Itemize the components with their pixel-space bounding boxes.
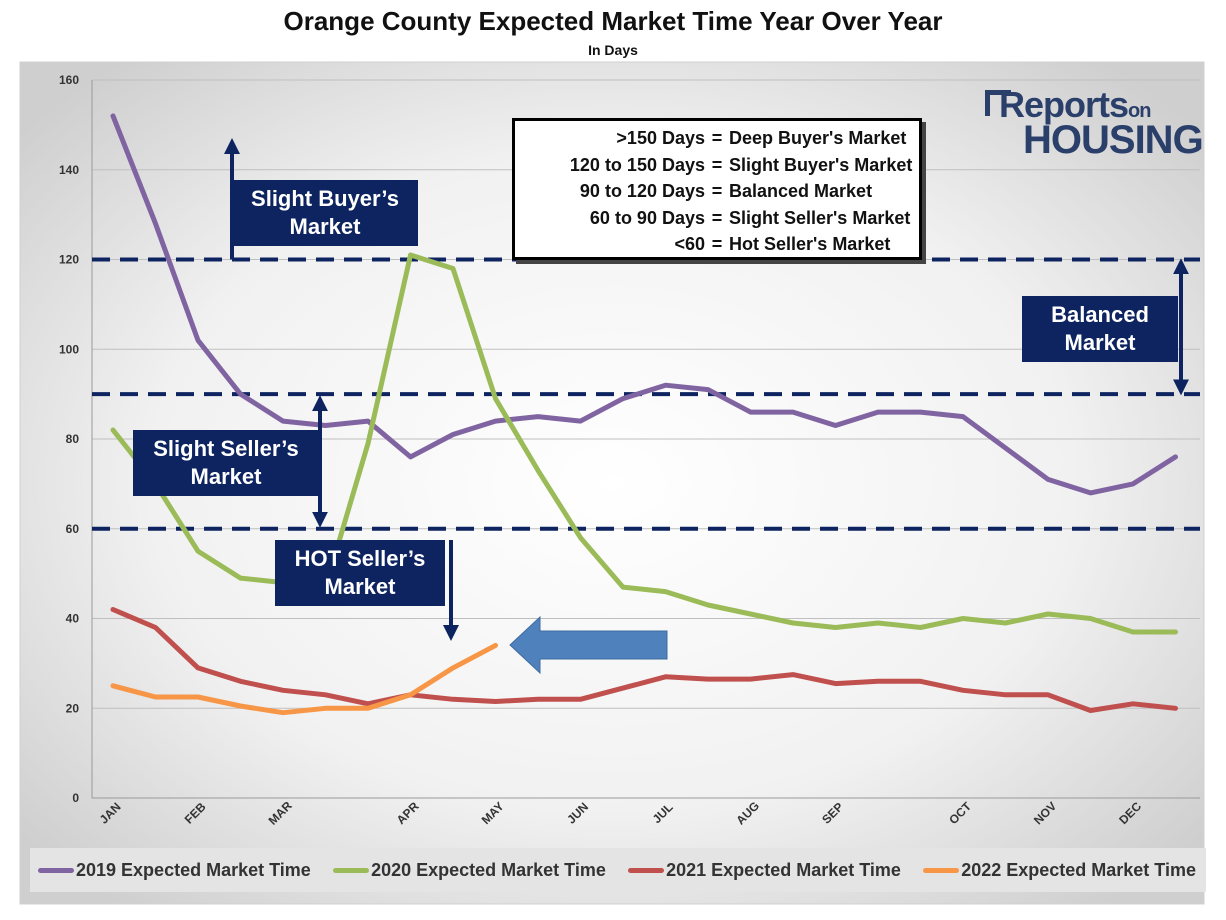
chart-title: Orange County Expected Market Time Year … — [283, 6, 943, 36]
hot-seller-callout: HOT Seller’s Market — [275, 540, 445, 606]
market-key-row: >150 Days = Deep Buyer's Market — [616, 128, 907, 148]
series-line-3 — [110, 642, 498, 716]
legend-item-2020: 2020 Expected Market Time — [333, 860, 606, 881]
y-tick-label: 40 — [66, 612, 80, 626]
legend-item-2022: 2022 Expected Market Time — [923, 860, 1196, 881]
y-tick-label: 160 — [59, 73, 79, 87]
y-tick-label: 80 — [66, 432, 80, 446]
legend-swatch-2020 — [333, 867, 370, 873]
market-key-box: >150 Days = Deep Buyer's Market 120 to 150… — [512, 118, 922, 260]
series-line-2 — [110, 607, 1178, 713]
reports-on-housing-logo: Reportson HOUSING — [985, 84, 1204, 164]
market-key-row: <60 = Hot Seller's Market — [674, 234, 891, 254]
market-key-row: 90 to 120 Days = Balanced Market — [579, 181, 873, 201]
y-tick-label: 100 — [59, 342, 79, 356]
market-key-row: 60 to 90 Days = Slight Seller's Market — [589, 207, 911, 228]
pointer-arrow — [509, 615, 668, 675]
logo-mark-icon — [985, 90, 1011, 116]
legend-swatch-2022 — [923, 867, 960, 873]
legend-item-2019: 2019 Expected Market Time — [38, 860, 311, 881]
balanced-callout: Balanced Market — [1022, 296, 1178, 362]
chart-legend: 2019 Expected Market Time 2020 Expected … — [30, 848, 1206, 892]
legend-item-2021: 2021 Expected Market Time — [628, 860, 901, 881]
series-line-0 — [110, 113, 1178, 496]
y-tick-label: 20 — [66, 701, 80, 715]
y-tick-label: 140 — [59, 163, 79, 177]
market-key-row: 120 to 150 Days = Slight Buyer's Market — [569, 154, 913, 175]
y-tick-label: 60 — [66, 522, 80, 536]
y-axis: 0 20 40 60 80 100 120 140 160 — [59, 73, 93, 805]
y-tick-label: 120 — [59, 253, 79, 267]
chart-subtitle: In Days — [588, 42, 638, 58]
legend-swatch-2021 — [628, 867, 665, 873]
legend-swatch-2019 — [38, 867, 74, 873]
y-tick-label: 0 — [72, 791, 79, 805]
threshold-lines — [92, 257, 1200, 531]
slight-buyer-callout: Slight Buyer’s Market — [232, 180, 418, 246]
slight-seller-callout: Slight Seller’s Market — [133, 430, 319, 496]
